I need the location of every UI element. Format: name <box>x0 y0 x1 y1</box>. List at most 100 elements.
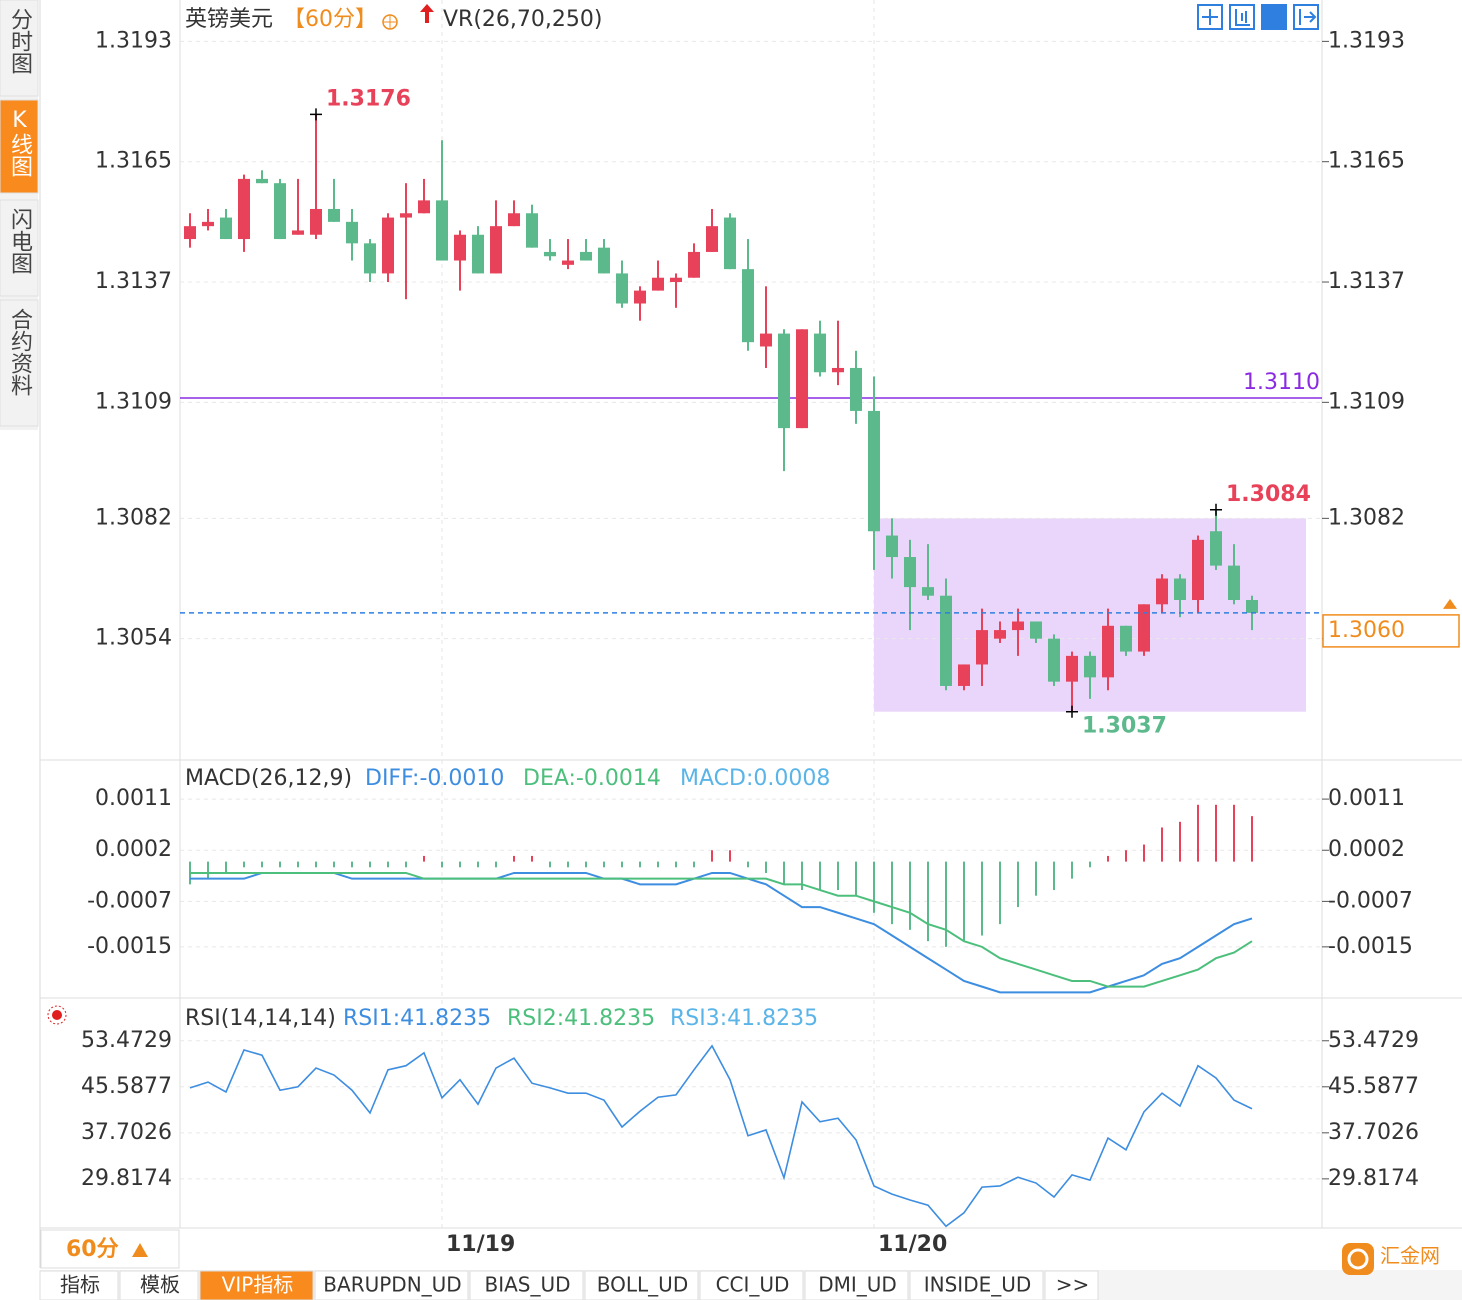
candle-body <box>778 333 790 429</box>
tab-label[interactable]: DMI_UD <box>818 1273 897 1297</box>
x-tick-label: 11/19 <box>446 1232 515 1257</box>
sidebar-tab-label[interactable]: 合约资料 <box>7 308 33 396</box>
candle-body <box>562 260 574 265</box>
candle-body <box>832 367 844 373</box>
tab[interactable] <box>119 1270 199 1300</box>
sidebar-tab-label[interactable]: 闪电图 <box>7 208 32 274</box>
sidebar-tab[interactable] <box>0 199 39 297</box>
candle-body <box>328 208 340 222</box>
y-tick-label-right: -0.0015 <box>1328 934 1413 959</box>
symbol-title: 英镑美元 <box>185 7 273 32</box>
y-tick-label: 53.4729 <box>81 1028 172 1053</box>
period-button-label[interactable]: 60分 <box>66 1237 119 1262</box>
y-tick-label: -0.0015 <box>87 934 172 959</box>
y-tick-label: -0.0007 <box>87 888 172 913</box>
indicator-icon[interactable] <box>420 4 434 23</box>
candle-body <box>688 251 700 278</box>
tab[interactable] <box>314 1270 469 1300</box>
macd-line <box>190 871 1253 994</box>
y-tick-label-right: 0.0002 <box>1328 837 1405 862</box>
candle-body <box>1156 578 1168 605</box>
candle-body <box>526 213 538 248</box>
extreme-marker <box>1210 503 1222 516</box>
y-tick-label: 1.3082 <box>95 505 172 530</box>
extreme-label: 1.3176 <box>326 86 411 111</box>
last-price-label: 1.3060 <box>1328 618 1405 643</box>
candle-body <box>1012 621 1024 631</box>
tab-label[interactable]: INSIDE_UD <box>924 1273 1032 1297</box>
tab-label[interactable]: >> <box>1056 1273 1090 1297</box>
y-tick-label-right: 37.7026 <box>1328 1120 1419 1145</box>
candle-body <box>904 557 916 588</box>
candle-body <box>868 410 880 532</box>
candle-body <box>472 234 484 274</box>
tab-label[interactable]: CCI_UD <box>716 1273 790 1297</box>
tab[interactable] <box>39 1270 119 1300</box>
candle-body <box>1120 625 1132 652</box>
logo-text: 汇金网 <box>1380 1244 1440 1268</box>
y-tick-label-right: 0.0011 <box>1328 786 1405 811</box>
candle-body <box>1084 655 1096 678</box>
tab[interactable] <box>1044 1270 1099 1300</box>
tab-label[interactable]: 模板 <box>140 1273 180 1297</box>
y-tick-label-right: 1.3109 <box>1328 389 1405 414</box>
candle-body <box>850 367 862 411</box>
tab[interactable] <box>804 1270 909 1300</box>
extreme-marker <box>310 108 322 121</box>
y-tick-label-right: -0.0007 <box>1328 888 1413 913</box>
candle-body <box>994 630 1006 639</box>
tab[interactable] <box>909 1270 1044 1300</box>
sidebar-tab-label[interactable]: K线图 <box>7 108 32 177</box>
candle-body <box>418 200 430 214</box>
period: 【60分】 <box>283 7 377 32</box>
candle-body <box>1192 539 1204 601</box>
panel-title: RSI(14,14,14) <box>185 1006 336 1031</box>
sidebar-tab[interactable] <box>0 99 39 194</box>
candle-body <box>490 226 502 274</box>
sidebar-tab-label[interactable]: 分时图 <box>7 8 33 74</box>
tab-label[interactable]: BARUPDN_UD <box>323 1273 461 1297</box>
candle-body <box>922 587 934 596</box>
y-tick-label: 1.3054 <box>95 626 172 651</box>
legend-entry: RSI3:41.8235 <box>670 1006 818 1031</box>
candle-body <box>976 630 988 665</box>
candle-body <box>454 234 466 261</box>
tab-label[interactable]: VIP指标 <box>222 1273 294 1297</box>
tab[interactable] <box>699 1270 804 1300</box>
period-arrow[interactable] <box>132 1243 148 1257</box>
candle-body <box>958 664 970 686</box>
y-tick-label-right: 1.3082 <box>1328 505 1405 530</box>
candle-body <box>184 226 196 240</box>
tab-label[interactable]: BOLL_UD <box>597 1273 688 1297</box>
sun-icon[interactable] <box>47 1005 67 1025</box>
panel-title: MACD(26,12,9) <box>185 766 352 791</box>
candle-body <box>382 217 394 274</box>
toolbar[interactable] <box>1197 4 1319 30</box>
candle-body <box>1210 531 1222 566</box>
period-button[interactable] <box>40 1229 180 1269</box>
y-tick-label: 45.5877 <box>81 1074 172 1099</box>
sidebar-tab[interactable] <box>0 0 39 97</box>
add-icon[interactable] <box>382 14 398 30</box>
tab[interactable] <box>584 1270 699 1300</box>
candle-body <box>1066 655 1078 682</box>
y-tick-label-right: 29.8174 <box>1328 1166 1419 1191</box>
x-tick-label: 11/20 <box>878 1232 947 1257</box>
candle-body <box>364 243 376 274</box>
y-tick-label: 1.3137 <box>95 269 172 294</box>
legend-entry: DIFF:-0.0010 <box>365 766 504 791</box>
rsi-line <box>189 1044 1253 1228</box>
sidebar-tab[interactable] <box>0 299 39 427</box>
tab-label[interactable]: 指标 <box>60 1273 100 1297</box>
candle-body <box>274 183 286 240</box>
candle-body <box>1138 604 1150 652</box>
tab-label[interactable]: BIAS_UD <box>484 1273 570 1297</box>
tab[interactable] <box>469 1270 584 1300</box>
macd-line <box>190 871 1253 988</box>
tab[interactable] <box>199 1270 314 1300</box>
last-price-box <box>1322 614 1460 648</box>
indicator-title: VR(26,70,250) <box>443 7 602 32</box>
candle-body <box>742 269 754 343</box>
candle-body <box>202 221 214 227</box>
